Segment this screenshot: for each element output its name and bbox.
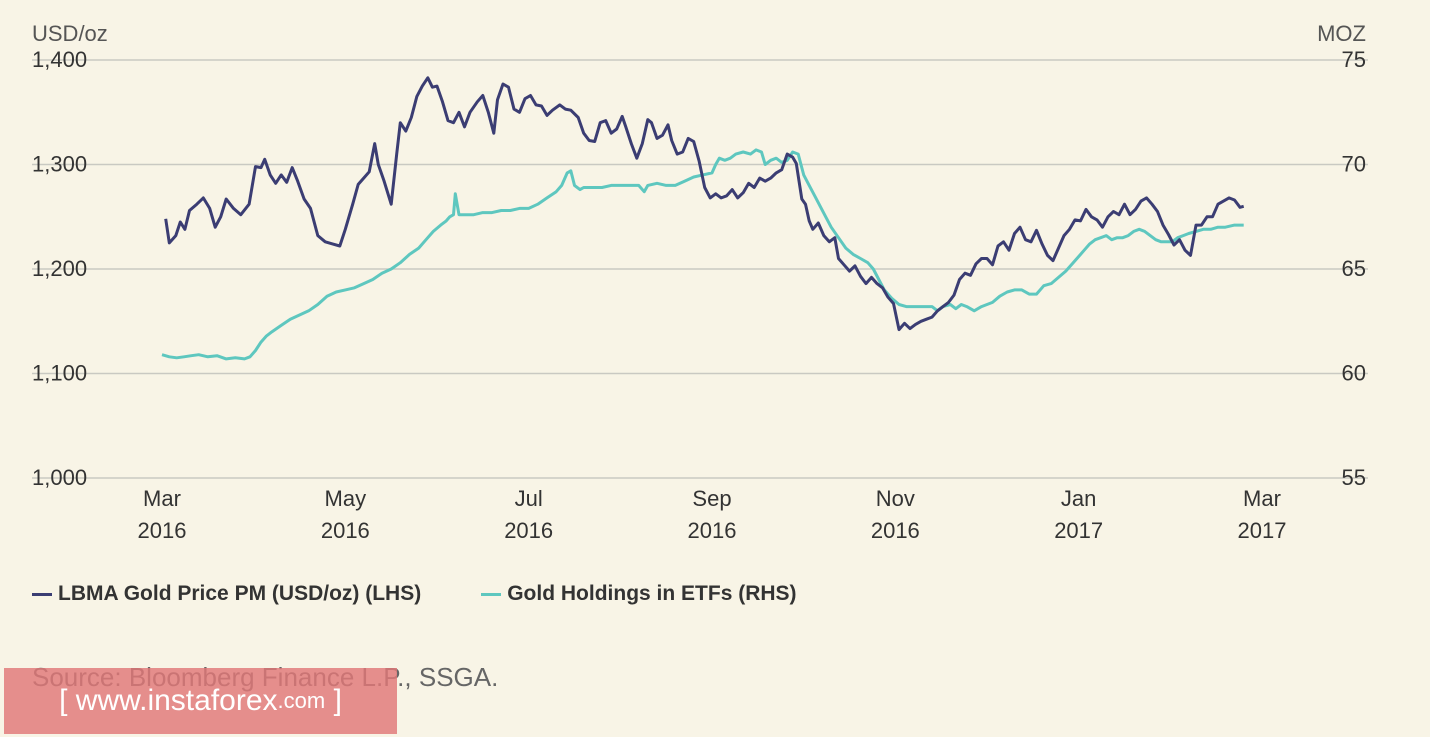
right-axis-unit: MOZ [1317,21,1366,46]
watermark-bracket-open: [ [59,684,68,717]
right-tick-label: 60 [1342,361,1366,386]
legend-swatch-gold-price [32,592,52,596]
x-tick-year: 2016 [504,518,553,543]
gold-price-line [164,76,1245,332]
x-tick-month: Jan [1061,486,1096,511]
legend-swatch-etf-holdings [481,592,502,596]
x-tick-year: 2016 [688,518,737,543]
watermark-tld: .com [277,688,326,713]
right-tick-label: 70 [1342,152,1366,177]
right-y-axis: 75 70 65 60 55 [1342,47,1366,490]
left-tick-label: 1,300 [32,152,87,177]
x-tick-year: 2017 [1054,518,1103,543]
watermark-bracket-close: ] [333,684,342,717]
x-tick-year: 2016 [138,518,187,543]
legend: LBMA Gold Price PM (USD/oz) (LHS) Gold H… [32,582,857,606]
legend-item-etf-holdings: Gold Holdings in ETFs (RHS) [481,582,797,606]
gridlines [32,59,1368,479]
watermark-banner: [ www.instaforex .com ] [4,668,397,734]
left-tick-label: 1,100 [32,361,87,386]
left-tick-label: 1,400 [32,47,87,72]
left-y-axis: 1,400 1,300 1,200 1,100 1,000 [32,47,87,490]
x-tick-year: 2016 [321,518,370,543]
x-tick-year: 2016 [871,518,920,543]
right-tick-label: 55 [1342,465,1366,490]
legend-label-gold-price: LBMA Gold Price PM (USD/oz) (LHS) [58,582,422,605]
legend-item-gold-price: LBMA Gold Price PM (USD/oz) (LHS) [32,582,421,606]
x-tick-month: Nov [876,486,915,511]
x-tick-month: Jul [515,486,543,511]
legend-label-etf-holdings: Gold Holdings in ETFs (RHS) [507,582,797,605]
series-lines [161,76,1245,361]
left-tick-label: 1,000 [32,465,87,490]
x-tick-year: 2017 [1238,518,1287,543]
right-tick-label: 75 [1342,47,1366,72]
x-tick-month: Mar [1243,486,1281,511]
x-tick-month: Mar [143,486,181,511]
left-axis-unit: USD/oz [32,21,108,46]
right-tick-label: 65 [1342,256,1366,281]
etf-holdings-line [161,148,1244,361]
x-tick-month: May [325,486,367,511]
x-tick-month: Sep [692,486,731,511]
x-axis: Mar 2016 May 2016 Jul 2016 Sep 2016 Nov 2016 Jan 20… [138,486,1287,543]
left-tick-label: 1,200 [32,256,87,281]
watermark-domain: www.instaforex [75,684,278,717]
